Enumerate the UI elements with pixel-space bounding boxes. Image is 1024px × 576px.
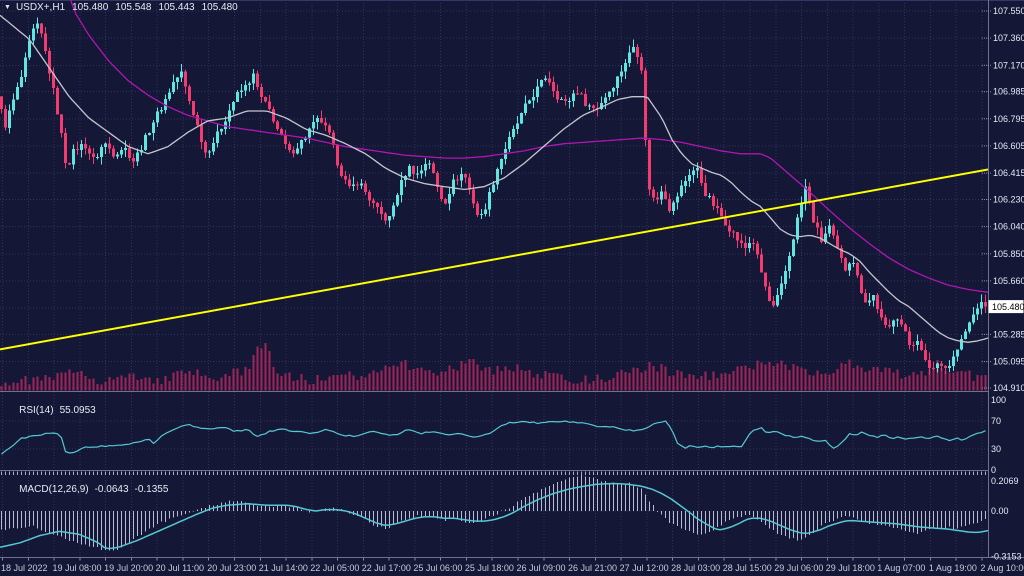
pane-divider-rsi-macd[interactable]: [0, 470, 989, 471]
rsi-line: [1, 420, 986, 455]
rsi-pane: [1, 420, 986, 455]
time-grid: [2, 0, 983, 557]
ohlc-low-value: 105.443: [158, 2, 195, 13]
current-price-tag: [988, 300, 1024, 314]
time-axis-label: 19 Jul 08:00: [53, 563, 102, 573]
rsi-value: 55.0953: [59, 405, 96, 416]
ma-fast-line: [0, 14, 988, 343]
price-axis[interactable]: 107.550 107.360 107.170 106.985 106.795 106.6…: [982, 6, 1024, 562]
symbol-timeframe-label: USDX+,H1: [15, 2, 66, 13]
price-axis-label: 107.360: [993, 33, 1024, 43]
price-axis-label: 105.285: [993, 329, 1024, 339]
main-price-pane: [0, 0, 988, 391]
rsi-name: RSI(14): [19, 405, 54, 416]
price-axis-label: 104.910: [993, 383, 1024, 393]
rsi-axis-label: 100: [991, 395, 1006, 405]
time-axis-label: 20 Jul 11:00: [156, 563, 204, 573]
time-axis-label: 29 Jul 18:00: [826, 563, 875, 573]
trendline[interactable]: [0, 168, 988, 351]
time-axis-label: 25 Jul 18:00: [465, 563, 514, 573]
time-axis-divider: [0, 557, 1024, 558]
ohlc-open-value: 105.480: [72, 2, 109, 13]
rsi-indicator-label: RSI(14) 55.0953: [8, 394, 102, 427]
macd-axis-label: -0.3153: [991, 552, 1022, 562]
price-axis-label: 105.660: [993, 276, 1024, 286]
time-axis-label: 22 Jul 17:00: [362, 563, 411, 573]
price-axis-label: 105.095: [993, 357, 1024, 367]
time-axis-label: 28 Jul 03:00: [671, 563, 720, 573]
time-axis-label: 1 Aug 07:00: [877, 563, 925, 573]
pane-divider-main-rsi[interactable]: [0, 391, 989, 392]
time-axis-label: 26 Jul 21:00: [568, 563, 617, 573]
macd-line-value: -0.0643: [94, 484, 129, 495]
macd-pane-fringe: [1, 471, 986, 475]
symbol-dropdown-icon[interactable]: ▼: [4, 4, 11, 11]
price-axis-label: 105.850: [993, 249, 1024, 259]
price-axis-label: 106.415: [993, 168, 1024, 178]
time-axis-label: 18 Jul 2022: [1, 563, 48, 573]
time-axis-label: 25 Jul 06:00: [413, 563, 462, 573]
price-axis-border: [988, 0, 989, 557]
time-axis-label: 22 Jul 05:00: [310, 563, 359, 573]
time-axis-label: 20 Jul 23:00: [207, 563, 256, 573]
macd-name: MACD(12,26,9): [19, 484, 89, 495]
ohlc-close-value: 105.480: [201, 2, 238, 13]
ma-slow-line: [70, 0, 988, 293]
rsi-axis-label: 0: [991, 465, 996, 475]
price-axis-label: 106.040: [993, 222, 1024, 232]
rsi-axis-label: 30: [991, 444, 1001, 454]
time-axis[interactable]: 18 Jul 2022 19 Jul 08:00 19 Jul 20:00 20 Ju…: [1, 558, 1024, 573]
price-axis-label: 106.985: [993, 87, 1024, 97]
window-top-border: [0, 0, 1024, 1]
current-price-label: 105.480: [992, 302, 1024, 312]
price-axis-label: 106.230: [993, 195, 1024, 205]
ohlc-high-value: 105.548: [115, 2, 152, 13]
macd-indicator-label: MACD(12,26,9) -0.0643 -0.1355: [8, 473, 174, 506]
time-axis-label: 26 Jul 09:00: [517, 563, 566, 573]
time-axis-label: 28 Jul 15:00: [723, 563, 772, 573]
macd-axis-label: 0.2069: [991, 476, 1019, 486]
macd-signal-line: [0, 482, 988, 550]
price-axis-label: 107.550: [993, 6, 1024, 16]
macd-axis-label: 0.00: [991, 506, 1009, 516]
price-axis-label: 106.605: [993, 141, 1024, 151]
time-axis-label: 2 Aug 10:00: [980, 563, 1024, 573]
rsi-axis-label: 70: [991, 416, 1001, 426]
time-axis-label: 1 Aug 19:00: [929, 563, 977, 573]
time-axis-label: 21 Jul 14:00: [259, 563, 308, 573]
time-axis-label: 19 Jul 20:00: [104, 563, 153, 573]
symbol-info-bar: ▼ USDX+,H1 105.480 105.548 105.443 105.4…: [4, 2, 238, 13]
macd-pane: [0, 475, 988, 551]
volume-bars: [0, 342, 987, 391]
time-axis-label: 27 Jul 12:00: [620, 563, 669, 573]
time-axis-label: 29 Jul 06:00: [774, 563, 823, 573]
price-axis-label: 107.170: [993, 60, 1024, 70]
price-axis-label: 106.795: [993, 114, 1024, 124]
macd-signal-value: -0.1355: [134, 484, 169, 495]
